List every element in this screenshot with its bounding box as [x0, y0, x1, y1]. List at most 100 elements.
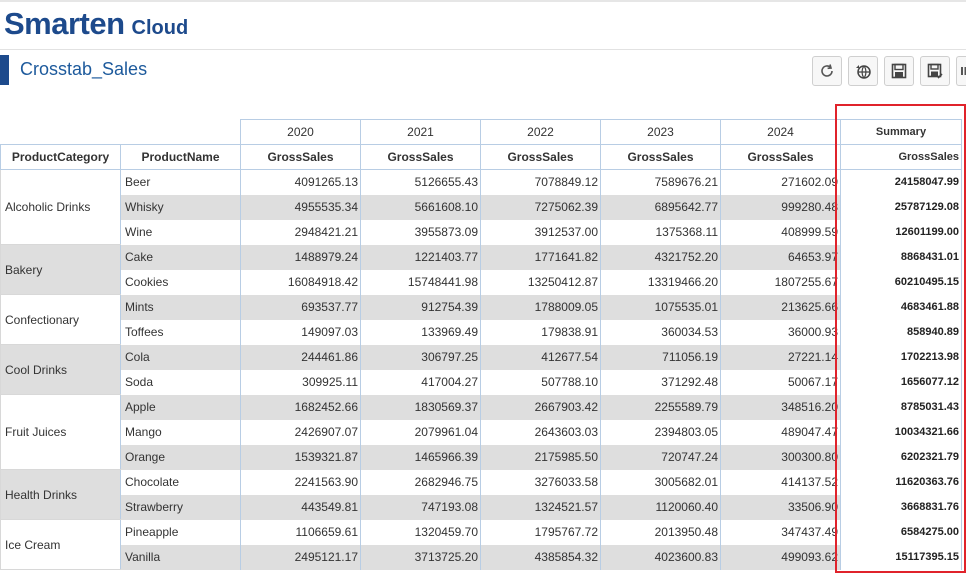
- product-name-cell[interactable]: Soda: [120, 369, 241, 395]
- summary-cell[interactable]: 1656077.12: [840, 369, 962, 395]
- summary-cell[interactable]: 6584275.00: [840, 519, 962, 545]
- product-name-cell[interactable]: Vanilla: [120, 544, 241, 570]
- reset-view-button[interactable]: [848, 56, 878, 86]
- year-header[interactable]: 2022: [480, 119, 601, 145]
- product-name-cell[interactable]: Cookies: [120, 269, 241, 295]
- category-cell[interactable]: Alcoholic Drinks: [0, 169, 121, 245]
- summary-cell[interactable]: 8785031.43: [840, 394, 962, 420]
- product-name-cell[interactable]: Orange: [120, 444, 241, 470]
- product-name-cell[interactable]: Mango: [120, 419, 241, 445]
- summary-cell[interactable]: 4683461.88: [840, 294, 962, 320]
- measure-header[interactable]: GrossSales: [600, 144, 721, 170]
- gross-sales-cell[interactable]: 720747.24: [600, 444, 721, 470]
- gross-sales-cell[interactable]: 5126655.43: [360, 169, 481, 195]
- gross-sales-cell[interactable]: 348516.20: [720, 394, 841, 420]
- gross-sales-cell[interactable]: 3276033.58: [480, 469, 601, 495]
- gross-sales-cell[interactable]: 149097.03: [240, 319, 361, 345]
- gross-sales-cell[interactable]: 16084918.42: [240, 269, 361, 295]
- save-button[interactable]: [884, 56, 914, 86]
- summary-cell[interactable]: 1702213.98: [840, 344, 962, 370]
- summary-cell[interactable]: 60210495.15: [840, 269, 962, 295]
- product-name-cell[interactable]: Chocolate: [120, 469, 241, 495]
- gross-sales-cell[interactable]: 2643603.03: [480, 419, 601, 445]
- year-header[interactable]: 2020: [240, 119, 361, 145]
- gross-sales-cell[interactable]: 1320459.70: [360, 519, 481, 545]
- gross-sales-cell[interactable]: 179838.91: [480, 319, 601, 345]
- gross-sales-cell[interactable]: 7275062.39: [480, 194, 601, 220]
- summary-cell[interactable]: 10034321.66: [840, 419, 962, 445]
- summary-cell[interactable]: 11620363.76: [840, 469, 962, 495]
- refresh-button[interactable]: [812, 56, 842, 86]
- product-name-cell[interactable]: Wine: [120, 219, 241, 245]
- gross-sales-cell[interactable]: 2426907.07: [240, 419, 361, 445]
- gross-sales-cell[interactable]: 414137.52: [720, 469, 841, 495]
- gross-sales-cell[interactable]: 1807255.67: [720, 269, 841, 295]
- product-name-cell[interactable]: Cake: [120, 244, 241, 270]
- gross-sales-cell[interactable]: 999280.48: [720, 194, 841, 220]
- gross-sales-cell[interactable]: 1120060.40: [600, 494, 721, 520]
- gross-sales-cell[interactable]: 2948421.21: [240, 219, 361, 245]
- gross-sales-cell[interactable]: 912754.39: [360, 294, 481, 320]
- gross-sales-cell[interactable]: 2495121.17: [240, 544, 361, 570]
- category-cell[interactable]: Ice Cream: [0, 519, 121, 570]
- gross-sales-cell[interactable]: 2175985.50: [480, 444, 601, 470]
- gross-sales-cell[interactable]: 412677.54: [480, 344, 601, 370]
- save-as-button[interactable]: [920, 56, 950, 86]
- measure-header[interactable]: GrossSales: [720, 144, 841, 170]
- product-name-cell[interactable]: Whisky: [120, 194, 241, 220]
- gross-sales-cell[interactable]: 1106659.61: [240, 519, 361, 545]
- gross-sales-cell[interactable]: 1795767.72: [480, 519, 601, 545]
- gross-sales-cell[interactable]: 33506.90: [720, 494, 841, 520]
- gross-sales-cell[interactable]: 747193.08: [360, 494, 481, 520]
- summary-measure-header[interactable]: GrossSales: [840, 144, 962, 170]
- gross-sales-cell[interactable]: 244461.86: [240, 344, 361, 370]
- gross-sales-cell[interactable]: 7589676.21: [600, 169, 721, 195]
- gross-sales-cell[interactable]: 371292.48: [600, 369, 721, 395]
- gross-sales-cell[interactable]: 133969.49: [360, 319, 481, 345]
- category-cell[interactable]: Fruit Juices: [0, 394, 121, 470]
- measure-header[interactable]: GrossSales: [240, 144, 361, 170]
- gross-sales-cell[interactable]: 6895642.77: [600, 194, 721, 220]
- gross-sales-cell[interactable]: 3713725.20: [360, 544, 481, 570]
- category-cell[interactable]: Bakery: [0, 244, 121, 295]
- gross-sales-cell[interactable]: 693537.77: [240, 294, 361, 320]
- gross-sales-cell[interactable]: 1830569.37: [360, 394, 481, 420]
- gross-sales-cell[interactable]: 15748441.98: [360, 269, 481, 295]
- gross-sales-cell[interactable]: 271602.09: [720, 169, 841, 195]
- product-name-cell[interactable]: Apple: [120, 394, 241, 420]
- gross-sales-cell[interactable]: 4385854.32: [480, 544, 601, 570]
- gross-sales-cell[interactable]: 2013950.48: [600, 519, 721, 545]
- product-name-cell[interactable]: Pineapple: [120, 519, 241, 545]
- column-header-productname[interactable]: ProductName: [120, 144, 241, 170]
- gross-sales-cell[interactable]: 13319466.20: [600, 269, 721, 295]
- summary-cell[interactable]: 25787129.08: [840, 194, 962, 220]
- summary-cell[interactable]: 24158047.99: [840, 169, 962, 195]
- gross-sales-cell[interactable]: 1075535.01: [600, 294, 721, 320]
- product-name-cell[interactable]: Beer: [120, 169, 241, 195]
- gross-sales-cell[interactable]: 4023600.83: [600, 544, 721, 570]
- gross-sales-cell[interactable]: 4321752.20: [600, 244, 721, 270]
- product-name-cell[interactable]: Toffees: [120, 319, 241, 345]
- gross-sales-cell[interactable]: 36000.93: [720, 319, 841, 345]
- gross-sales-cell[interactable]: 1539321.87: [240, 444, 361, 470]
- gross-sales-cell[interactable]: 13250412.87: [480, 269, 601, 295]
- gross-sales-cell[interactable]: 2394803.05: [600, 419, 721, 445]
- year-header[interactable]: 2024: [720, 119, 841, 145]
- product-name-cell[interactable]: Strawberry: [120, 494, 241, 520]
- category-cell[interactable]: Confectionary: [0, 294, 121, 345]
- gross-sales-cell[interactable]: 213625.66: [720, 294, 841, 320]
- summary-cell[interactable]: 3668831.76: [840, 494, 962, 520]
- measure-header[interactable]: GrossSales: [480, 144, 601, 170]
- gross-sales-cell[interactable]: 499093.62: [720, 544, 841, 570]
- product-name-cell[interactable]: Cola: [120, 344, 241, 370]
- product-name-cell[interactable]: Mints: [120, 294, 241, 320]
- summary-cell[interactable]: 6202321.79: [840, 444, 962, 470]
- gross-sales-cell[interactable]: 300300.80: [720, 444, 841, 470]
- gross-sales-cell[interactable]: 7078849.12: [480, 169, 601, 195]
- gross-sales-cell[interactable]: 50067.17: [720, 369, 841, 395]
- gross-sales-cell[interactable]: 2667903.42: [480, 394, 601, 420]
- gross-sales-cell[interactable]: 27221.14: [720, 344, 841, 370]
- gross-sales-cell[interactable]: 1788009.05: [480, 294, 601, 320]
- gross-sales-cell[interactable]: 1324521.57: [480, 494, 601, 520]
- year-header[interactable]: 2021: [360, 119, 481, 145]
